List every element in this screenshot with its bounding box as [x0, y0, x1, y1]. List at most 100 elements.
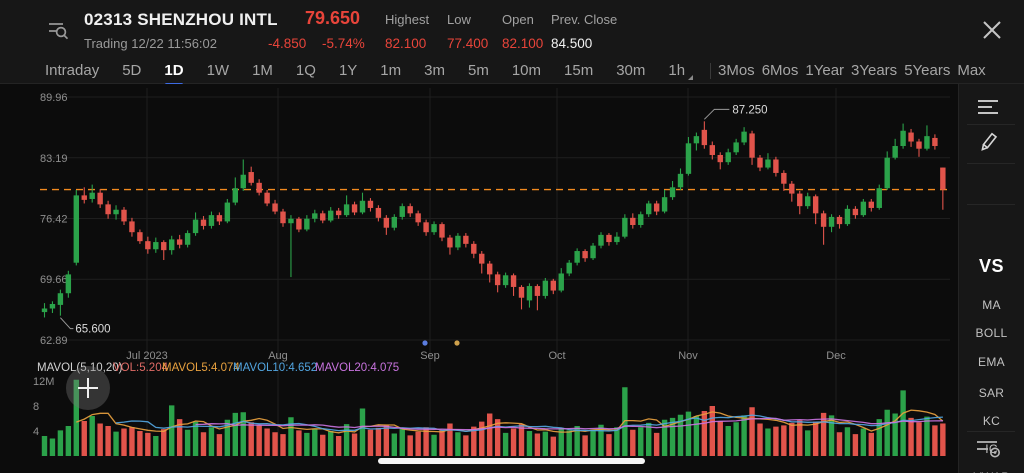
candle-body	[113, 209, 119, 215]
volume-bar	[757, 423, 763, 456]
volume-bar	[781, 425, 787, 456]
candle-body	[439, 224, 445, 238]
tab-3years[interactable]: 3Years	[851, 62, 898, 79]
volume-bar	[542, 431, 549, 456]
annotation-line	[60, 317, 74, 330]
volume-bar	[646, 422, 652, 456]
sidebar-item-ma[interactable]: MA	[982, 298, 1001, 312]
candle-body	[399, 206, 405, 217]
sidebar-item-vs[interactable]: VS	[978, 256, 1004, 276]
candle-body	[908, 132, 914, 142]
tab-1year[interactable]: 1Year	[805, 62, 845, 79]
watchlist-search-icon[interactable]	[46, 17, 70, 43]
volume-bar	[351, 433, 358, 456]
volume-bar	[105, 426, 111, 456]
tab-1y[interactable]: 1Y	[338, 62, 358, 79]
candle-body	[693, 136, 700, 144]
tab-1q[interactable]: 1Q	[295, 62, 316, 79]
tab-10m[interactable]: 10m	[511, 62, 542, 79]
sidebar-item-sar[interactable]: SAR	[978, 386, 1005, 400]
volume-bar	[192, 421, 199, 456]
tab-15m[interactable]: 15m	[564, 62, 594, 79]
candle-body	[320, 213, 326, 221]
candle-body	[176, 239, 183, 245]
tab-1d[interactable]: 1D	[164, 62, 184, 86]
volume-bar	[121, 428, 127, 456]
stat-label-highest: Highest	[385, 12, 430, 27]
tab-group-divider	[710, 63, 711, 79]
candle-body	[502, 275, 509, 286]
last-price: 79.650	[305, 8, 361, 28]
event-dot-blue[interactable]	[422, 340, 428, 346]
plus-icon	[87, 378, 89, 398]
stat-value-prev-close: 84.500	[551, 36, 593, 51]
candle-body	[264, 192, 270, 204]
timeframe-tabbar: Intraday 5D 1D 1W 1M 1Q 1Y 1m 3m 5m 10m 15m 30m 1h 3M…	[0, 57, 1024, 86]
sidebar-item-kc[interactable]: KC	[982, 414, 1001, 428]
candle-body	[248, 172, 254, 183]
tab-max[interactable]: Max	[957, 62, 986, 79]
tab-5d[interactable]: 5D	[122, 62, 142, 79]
volume-bar	[582, 435, 588, 456]
annotation-line	[703, 108, 730, 120]
close-icon[interactable]	[980, 18, 1004, 42]
volume-legend-mavol5: MAVOL5:4.074	[162, 362, 240, 374]
candle-body	[288, 218, 294, 224]
plus-button[interactable]	[66, 366, 110, 410]
month-label: Nov	[678, 350, 698, 362]
candle-body	[240, 174, 246, 189]
tab-1h[interactable]: 1h	[668, 62, 694, 80]
volume-bar	[805, 430, 811, 456]
candle-body	[677, 173, 684, 188]
volume-bar	[653, 432, 660, 456]
candle-body	[733, 142, 739, 153]
volume-bar	[41, 436, 48, 456]
candle-body	[184, 233, 191, 245]
tab-5years[interactable]: 5Years	[904, 62, 951, 79]
candle-body	[653, 203, 660, 212]
price-axis-label: 83.19	[40, 153, 68, 165]
volume-bar	[693, 416, 700, 456]
sidebar-item-boll[interactable]: BOLL	[975, 326, 1008, 340]
volume-bar	[471, 426, 477, 456]
tab-intraday[interactable]: Intraday	[45, 62, 100, 79]
timeframe-tabs-left: Intraday 5D 1D 1W 1M 1Q 1Y 1m 3m 5m 10m 15m 30m 1h	[45, 57, 694, 86]
tab-30m[interactable]: 30m	[616, 62, 646, 79]
candle-body	[73, 195, 79, 263]
month-label: Sep	[420, 350, 440, 362]
candle-body	[391, 216, 397, 228]
pencil-icon[interactable]	[977, 130, 1001, 154]
volume-bar	[916, 422, 922, 456]
price-volume-chart[interactable]: 89.96 83.19 76.42 69.66 62.89 Jul 2023 Aug Sep O…	[0, 84, 958, 473]
candle-body	[630, 217, 636, 226]
tab-1m[interactable]: 1M	[252, 62, 273, 79]
align-list-icon[interactable]	[975, 98, 1001, 118]
candle-body	[129, 221, 135, 233]
candle-body	[789, 183, 795, 194]
sidebar-item-vwap[interactable]: VWAP	[959, 470, 1024, 473]
candle-body	[828, 216, 835, 227]
tab-3mos[interactable]: 3Mos	[718, 62, 755, 79]
volume-bar	[359, 408, 366, 456]
tab-3m[interactable]: 3m	[424, 62, 445, 79]
volume-bar	[741, 415, 747, 456]
volume-bar	[399, 428, 405, 456]
tab-5m[interactable]: 5m	[467, 62, 489, 79]
tab-6mos[interactable]: 6Mos	[761, 62, 799, 79]
indicator-settings-icon[interactable]	[975, 436, 1003, 460]
candle-body	[296, 218, 302, 230]
candle-body	[574, 251, 580, 263]
sidebar-item-ema[interactable]: EMA	[978, 355, 1005, 369]
volume-bar	[391, 433, 397, 456]
tab-1w[interactable]: 1W	[206, 62, 230, 79]
volume-bar	[630, 429, 636, 456]
candle-body	[868, 201, 874, 208]
volume-bar	[65, 426, 72, 456]
candle-body	[598, 234, 604, 246]
tab-1m[interactable]: 1m	[380, 62, 402, 79]
candle-body	[415, 213, 421, 223]
candle-body	[844, 208, 851, 225]
candle-body	[534, 286, 541, 296]
candle-body	[169, 239, 175, 251]
event-dot-yellow[interactable]	[454, 340, 460, 346]
